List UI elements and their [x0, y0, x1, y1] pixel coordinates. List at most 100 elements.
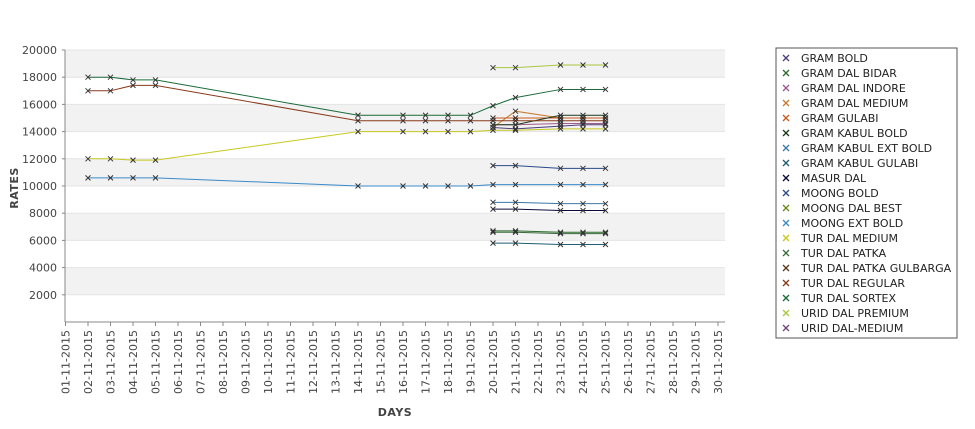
data-point — [355, 112, 361, 119]
data-point — [580, 229, 586, 236]
legend-item: TUR DAL SORTEX — [782, 292, 896, 305]
data-point — [490, 121, 496, 128]
data-point — [85, 74, 91, 81]
data-point — [512, 181, 519, 188]
data-point — [467, 117, 474, 124]
data-point — [85, 174, 91, 181]
data-point — [602, 86, 609, 93]
data-point — [512, 64, 519, 71]
legend-item: MOONG BOLD — [782, 187, 879, 200]
x-tick-label: 04-11-2015 — [127, 330, 140, 394]
data-point — [580, 117, 586, 124]
data-point — [580, 126, 586, 132]
legend-label: TUR DAL REGULAR — [800, 277, 905, 290]
x-tick-label: 08-11-2015 — [217, 330, 230, 394]
data-point — [512, 94, 519, 101]
data-point — [512, 199, 519, 206]
legend-item: TUR DAL MEDIUM — [782, 232, 898, 245]
y-tick-label: 8000 — [29, 207, 57, 220]
series-points — [85, 62, 609, 248]
data-point — [512, 108, 519, 115]
data-point — [467, 112, 474, 119]
legend-item: GRAM KABUL BOLD — [782, 127, 908, 140]
x-tick-label: 02-11-2015 — [82, 330, 95, 394]
x-tick-label: 16-11-2015 — [397, 330, 410, 394]
data-point — [602, 229, 609, 236]
data-point — [107, 155, 114, 162]
data-point — [580, 62, 586, 68]
x-tick-label: 26-11-2015 — [622, 330, 635, 394]
x-tick-label: 07-11-2015 — [195, 330, 208, 394]
grid-band — [65, 50, 725, 78]
data-point — [557, 126, 564, 132]
legend-item: URID DAL PREMIUM — [782, 307, 909, 320]
legend-item: TUR DAL REGULAR — [782, 277, 905, 290]
data-point — [422, 183, 429, 189]
data-point — [512, 117, 519, 124]
y-axis-title: RATES — [8, 167, 21, 209]
legend-label: GRAM KABUL EXT BOLD — [801, 142, 932, 155]
series-line — [493, 201, 606, 205]
series-line — [88, 76, 606, 116]
x-tick-label: 15-11-2015 — [375, 330, 388, 394]
data-point — [490, 102, 496, 109]
data-point — [557, 200, 564, 207]
data-point — [602, 181, 609, 188]
x-tick-label: 25-11-2015 — [600, 330, 613, 394]
x-tick-label: 05-11-2015 — [150, 330, 163, 394]
legend-item: GRAM KABUL GULABI — [782, 157, 918, 170]
legend-label: GRAM KABUL BOLD — [801, 127, 908, 140]
data-point — [152, 174, 159, 181]
data-point — [602, 241, 609, 248]
legend-item: TUR DAL PATKA — [782, 247, 887, 260]
legend-label: MOONG DAL BEST — [801, 202, 902, 215]
y-axis-ticks: 2000 4000 6000 8000 10000 12000 14000 16000 1800… — [22, 44, 65, 302]
data-point — [445, 128, 451, 135]
legend-item: GRAM KABUL EXT BOLD — [782, 142, 932, 155]
x-tick-label: 03-11-2015 — [105, 330, 118, 394]
data-point — [512, 206, 519, 212]
data-point — [85, 87, 91, 94]
legend-item: GRAM GULABI — [782, 112, 879, 125]
data-point — [490, 228, 496, 234]
data-point — [445, 112, 451, 119]
x-tick-label: 06-11-2015 — [172, 330, 185, 394]
x-tick-label: 20-11-2015 — [487, 330, 500, 394]
legend-item: GRAM DAL BIDAR — [782, 67, 897, 80]
y-tick-label: 16000 — [22, 98, 57, 111]
data-point — [557, 62, 564, 68]
grid-band — [65, 104, 725, 132]
legend-label: TUR DAL PATKA GULBARGA — [800, 262, 952, 275]
data-point — [107, 74, 114, 81]
legend-label: MOONG BOLD — [801, 187, 879, 200]
data-point — [557, 165, 564, 172]
data-point — [557, 181, 564, 188]
legend-label: MOONG EXT BOLD — [801, 217, 903, 230]
data-point — [602, 112, 609, 119]
data-point — [580, 230, 586, 237]
legend-label: MASUR DAL — [801, 172, 867, 185]
series-line — [493, 208, 606, 211]
y-tick-label: 12000 — [22, 153, 57, 166]
data-point — [152, 77, 159, 83]
x-tick-label: 22-11-2015 — [532, 330, 545, 394]
data-point — [557, 207, 564, 214]
data-point — [355, 128, 361, 135]
data-point — [130, 82, 136, 89]
data-point — [445, 183, 451, 189]
data-point — [602, 207, 609, 214]
x-tick-label: 30-11-2015 — [712, 330, 725, 394]
legend-item: TUR DAL PATKA GULBARGA — [782, 262, 952, 275]
data-point — [580, 86, 586, 93]
legend-box — [775, 47, 958, 339]
x-tick-label: 12-11-2015 — [307, 330, 320, 394]
legend-label: GRAM DAL BIDAR — [801, 67, 897, 80]
data-point — [602, 121, 609, 128]
legend-label: TUR DAL PATKA — [800, 247, 887, 260]
series-line — [88, 177, 606, 187]
data-point — [557, 86, 564, 93]
data-point — [422, 117, 429, 124]
data-point — [602, 200, 609, 207]
legend-item: MASUR DAL — [782, 172, 867, 185]
data-point — [580, 200, 586, 207]
